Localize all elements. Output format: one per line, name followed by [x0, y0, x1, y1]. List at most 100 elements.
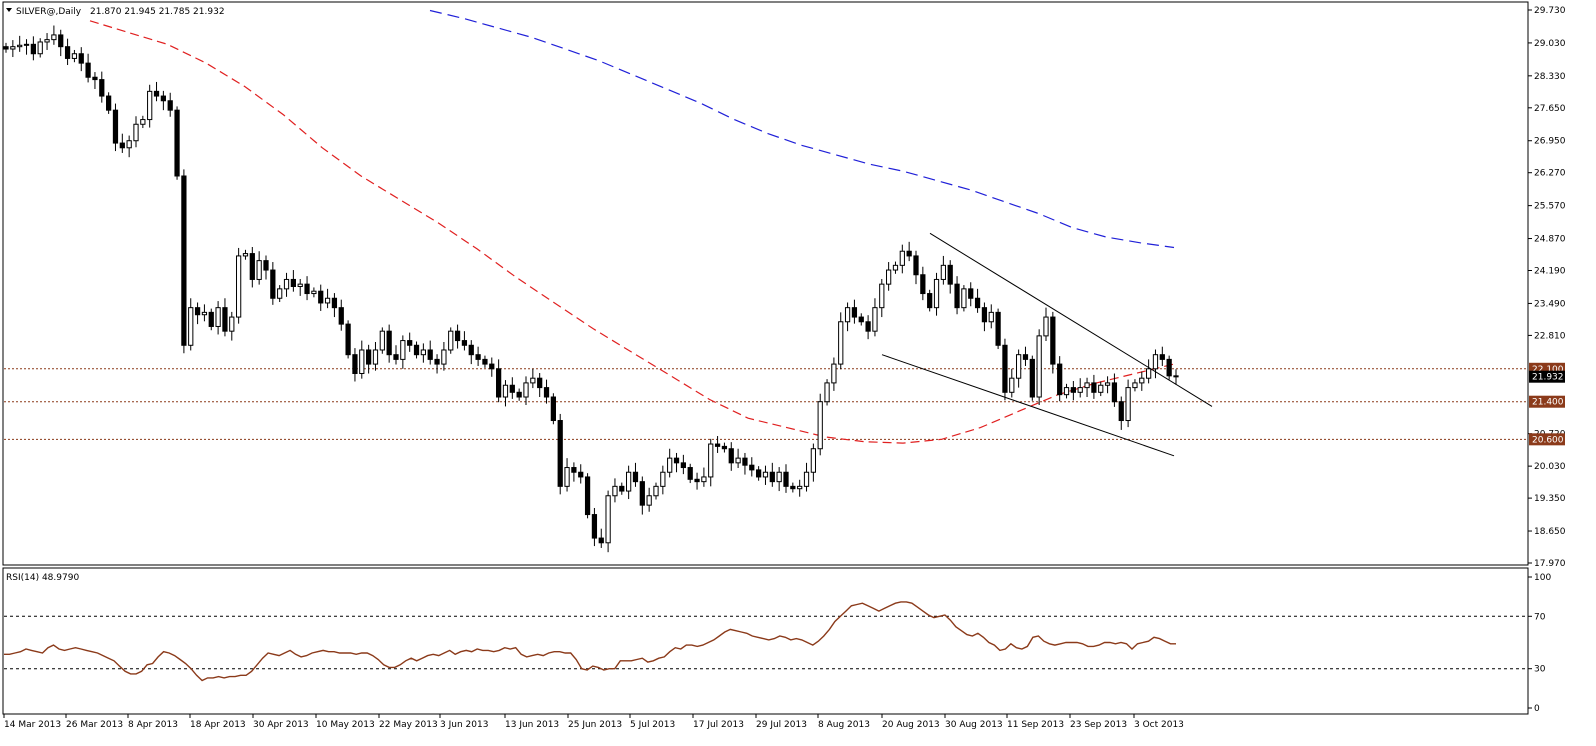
candle	[434, 354, 440, 374]
candle	[838, 312, 844, 370]
time-tick-label: 30 Apr 2013	[253, 720, 309, 730]
candle	[3, 42, 9, 53]
candle	[1111, 373, 1118, 407]
candle	[277, 285, 283, 303]
candle	[769, 462, 775, 487]
candle	[995, 308, 1001, 350]
trendline-upper	[929, 232, 1213, 407]
candle	[400, 335, 406, 369]
candle	[181, 169, 187, 354]
candle	[831, 357, 837, 391]
candle	[201, 304, 208, 322]
candle	[1036, 329, 1042, 405]
candle	[708, 438, 714, 487]
candle	[509, 377, 515, 399]
rsi-axis: 100 70 30 0	[1528, 573, 1551, 714]
time-axis[interactable]: 14 Mar 2013 26 Mar 2013 8 Apr 2013 18 Apr 2…	[3, 714, 1184, 730]
candle	[667, 448, 673, 478]
time-tick-label: 13 Jun 2013	[505, 720, 559, 730]
level-price-tag	[1529, 433, 1565, 446]
candle	[270, 262, 276, 305]
time-tick-label: 29 Jul 2013	[756, 720, 807, 730]
candle	[797, 479, 803, 497]
candle	[605, 490, 611, 553]
time-tick-label: 30 Aug 2013	[945, 720, 1003, 730]
current-price-label: 21.932	[1532, 373, 1564, 383]
candle	[879, 278, 885, 318]
rsi-panel-frame	[2, 567, 1529, 715]
candle	[126, 135, 132, 158]
candle	[1063, 383, 1070, 399]
rsi-tick-label: 70	[1534, 612, 1546, 622]
candle	[721, 442, 728, 453]
candle	[974, 288, 981, 313]
candle	[1173, 369, 1179, 385]
price-tick-label: 22.810	[1534, 331, 1566, 341]
candle	[1077, 378, 1083, 398]
candle	[283, 272, 290, 297]
candle	[304, 276, 310, 301]
candle	[188, 298, 194, 351]
candle	[1002, 338, 1008, 401]
candle	[550, 393, 556, 425]
candle	[1022, 346, 1029, 366]
candle	[359, 340, 365, 379]
candle	[927, 289, 933, 312]
candle	[1139, 371, 1145, 391]
candle	[249, 247, 255, 288]
price-tick-label: 18.650	[1534, 527, 1566, 537]
candle	[749, 457, 755, 477]
candle	[454, 324, 461, 349]
candle	[920, 266, 926, 301]
dropdown-triangle-icon[interactable]	[6, 8, 12, 12]
candle	[776, 467, 782, 492]
candle	[1152, 349, 1159, 379]
candle	[632, 462, 639, 487]
rsi-tick-label: 30	[1534, 665, 1546, 675]
ma-short-line	[89, 20, 1175, 444]
candle	[578, 464, 584, 484]
candle	[680, 454, 686, 475]
level-price-label: 22.100	[1532, 365, 1564, 375]
candle	[790, 482, 796, 493]
candle	[557, 413, 563, 495]
trendlines	[881, 232, 1213, 457]
rsi-line	[4, 601, 1176, 682]
candle	[728, 442, 734, 471]
price-axis[interactable]: 29.730 29.030 28.330 27.650 26.950 26.270 25.5…	[1528, 6, 1566, 569]
candle	[331, 293, 338, 318]
trendline-lower	[881, 354, 1175, 457]
candle	[913, 250, 919, 285]
moving-average-short	[89, 20, 1175, 444]
candle	[160, 90, 166, 111]
candle	[174, 106, 180, 180]
time-tick-label: 5 Jul 2013	[630, 720, 675, 730]
candle	[393, 345, 399, 365]
price-tick-label: 24.870	[1534, 235, 1566, 245]
level-price-label: 20.600	[1532, 435, 1564, 445]
price-tick-label: 26.950	[1534, 137, 1566, 147]
candle	[167, 92, 173, 117]
candle	[318, 284, 324, 311]
candle	[1146, 359, 1152, 384]
candle	[502, 380, 509, 407]
candle	[516, 388, 522, 401]
price-tick-label: 29.730	[1534, 6, 1566, 16]
candle	[810, 443, 816, 482]
candle	[1043, 307, 1049, 342]
candle	[372, 341, 379, 371]
time-tick-label: 8 Apr 2013	[128, 720, 178, 730]
candle	[352, 348, 358, 382]
time-tick-label: 22 May 2013	[379, 720, 438, 730]
candle	[386, 324, 392, 363]
candle	[78, 47, 84, 72]
price-tick-label: 19.350	[1534, 494, 1566, 504]
candle	[892, 261, 899, 274]
candle	[153, 81, 160, 102]
rsi-label: RSI(14) 48.9790	[6, 573, 79, 583]
candle	[1159, 346, 1165, 366]
price-tick-label: 27.650	[1534, 104, 1566, 114]
candle	[673, 452, 680, 473]
